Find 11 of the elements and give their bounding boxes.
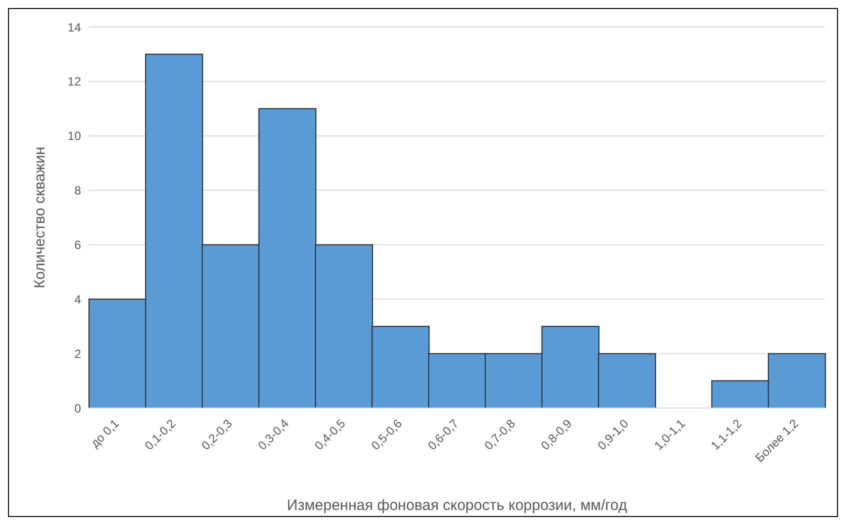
x-axis-title: Измеренная фоновая скорость коррозии, мм/год <box>286 497 628 514</box>
y-axis-title: Количество скважин <box>31 146 48 288</box>
y-tick-label: 14 <box>68 20 82 34</box>
y-tick-label: 0 <box>74 401 82 416</box>
y-tick-label: 4 <box>74 292 82 306</box>
y-tick-label: 10 <box>68 129 82 144</box>
y-tick-label: 2 <box>74 346 82 361</box>
y-tick-label: 12 <box>68 74 82 89</box>
x-tick-label: до 0,1 <box>88 416 122 450</box>
y-tick-label: 6 <box>74 238 82 252</box>
y-tick-label: 8 <box>74 184 82 198</box>
